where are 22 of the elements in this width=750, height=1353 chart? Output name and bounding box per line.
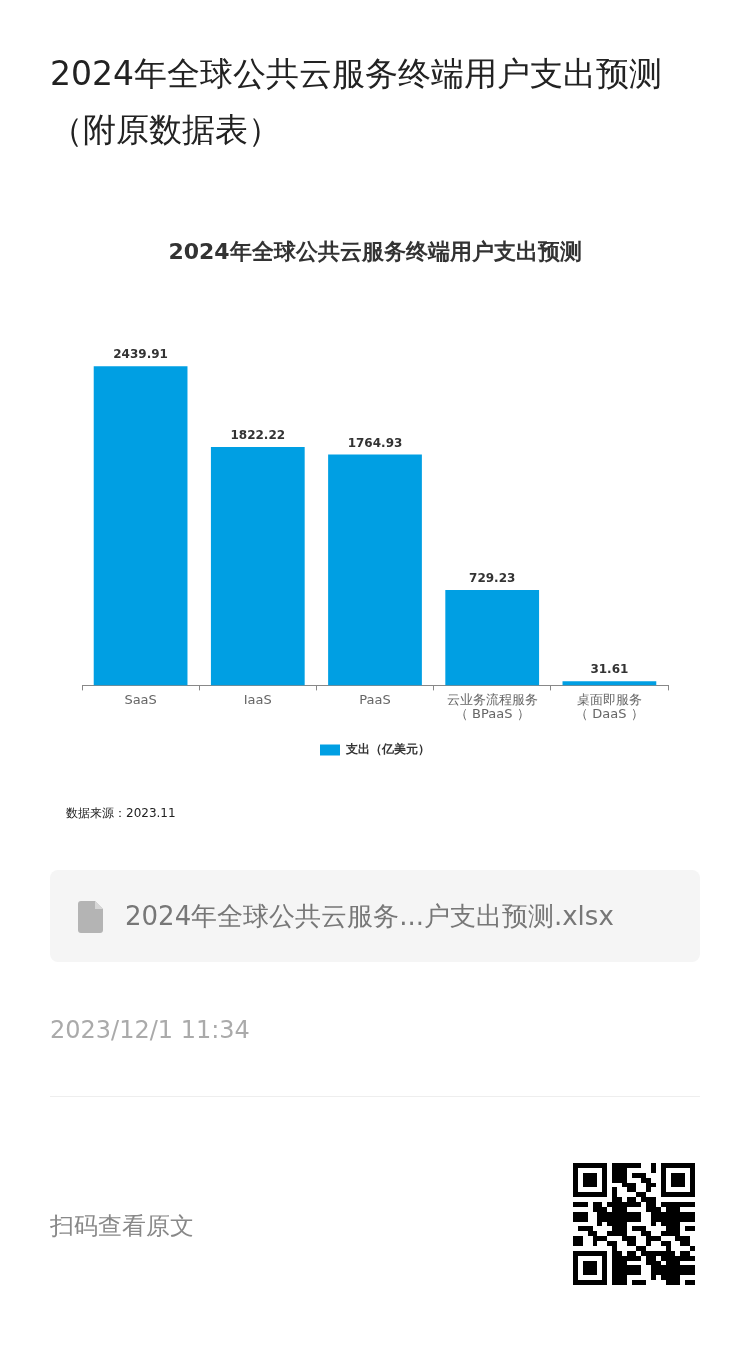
text: 2023/12/1 11:34 <box>50 1015 250 1046</box>
data-label: 729.23 <box>469 571 516 586</box>
text: 2024年全球公共云服务...户支出预测.xlsx <box>125 900 614 933</box>
legend-label: 支出（亿美元） <box>345 742 430 757</box>
source-note: 数据来源：2023.11 <box>66 805 176 822</box>
x-tick-label: PaaS <box>359 691 391 707</box>
x-tick-label: IaaS <box>243 691 272 707</box>
data-label: 2439.91 <box>113 347 168 362</box>
chart-subtitle: 2024年全球公共云服务终端用户支出预测 <box>168 238 582 264</box>
chart-title: 2024年全球公共云服务终端用户支出预测（附原数据表） <box>50 53 663 151</box>
data-label: 1822.22 <box>230 428 286 443</box>
bar <box>328 454 422 686</box>
bar <box>445 590 540 686</box>
x-tick-label: SaaS <box>124 691 157 707</box>
bar <box>562 681 657 686</box>
x-tick-label: 云业务流程服务（ BPaaS ） <box>446 691 538 722</box>
data-label: 1764.93 <box>347 435 403 450</box>
data-label: 31.61 <box>590 662 629 677</box>
x-tick-label: 桌面即服务（ DaaS ） <box>575 691 644 722</box>
bar <box>210 447 305 686</box>
text: 扫码查看原文 <box>50 1211 194 1242</box>
bar <box>93 366 188 686</box>
